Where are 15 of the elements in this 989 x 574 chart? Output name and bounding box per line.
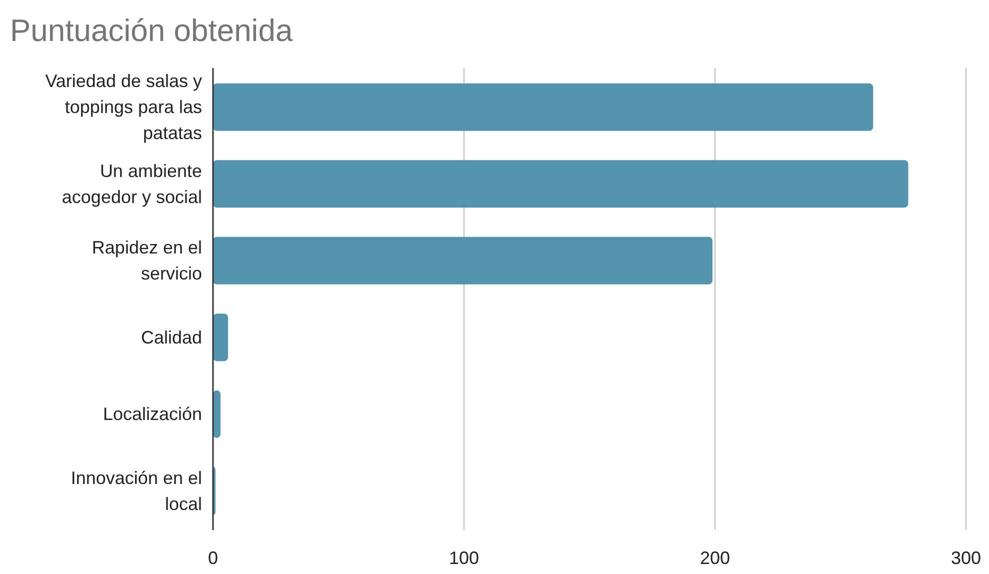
bar: [213, 83, 874, 131]
y-tick-label: Localización: [102, 404, 202, 424]
x-tick-label: 200: [700, 548, 730, 568]
y-tick-label: Innovación en el local: [70, 468, 202, 514]
y-tick-label: Calidad: [140, 327, 202, 348]
bar: [213, 236, 712, 284]
y-tick-label: Variedad de salas y toppings para las patatas: [45, 71, 202, 144]
bar: [213, 160, 908, 208]
bar: [213, 314, 228, 362]
x-tick-label: 0: [208, 548, 218, 568]
y-tick-label: Un ambiente acogedor y social: [62, 160, 202, 207]
y-tick-label: Rapidez en el servicio: [92, 238, 202, 284]
chart-title: Puntuación obtenida: [10, 13, 294, 48]
x-tick-label: 300: [950, 548, 982, 568]
x-tick-label: 100: [448, 548, 480, 568]
